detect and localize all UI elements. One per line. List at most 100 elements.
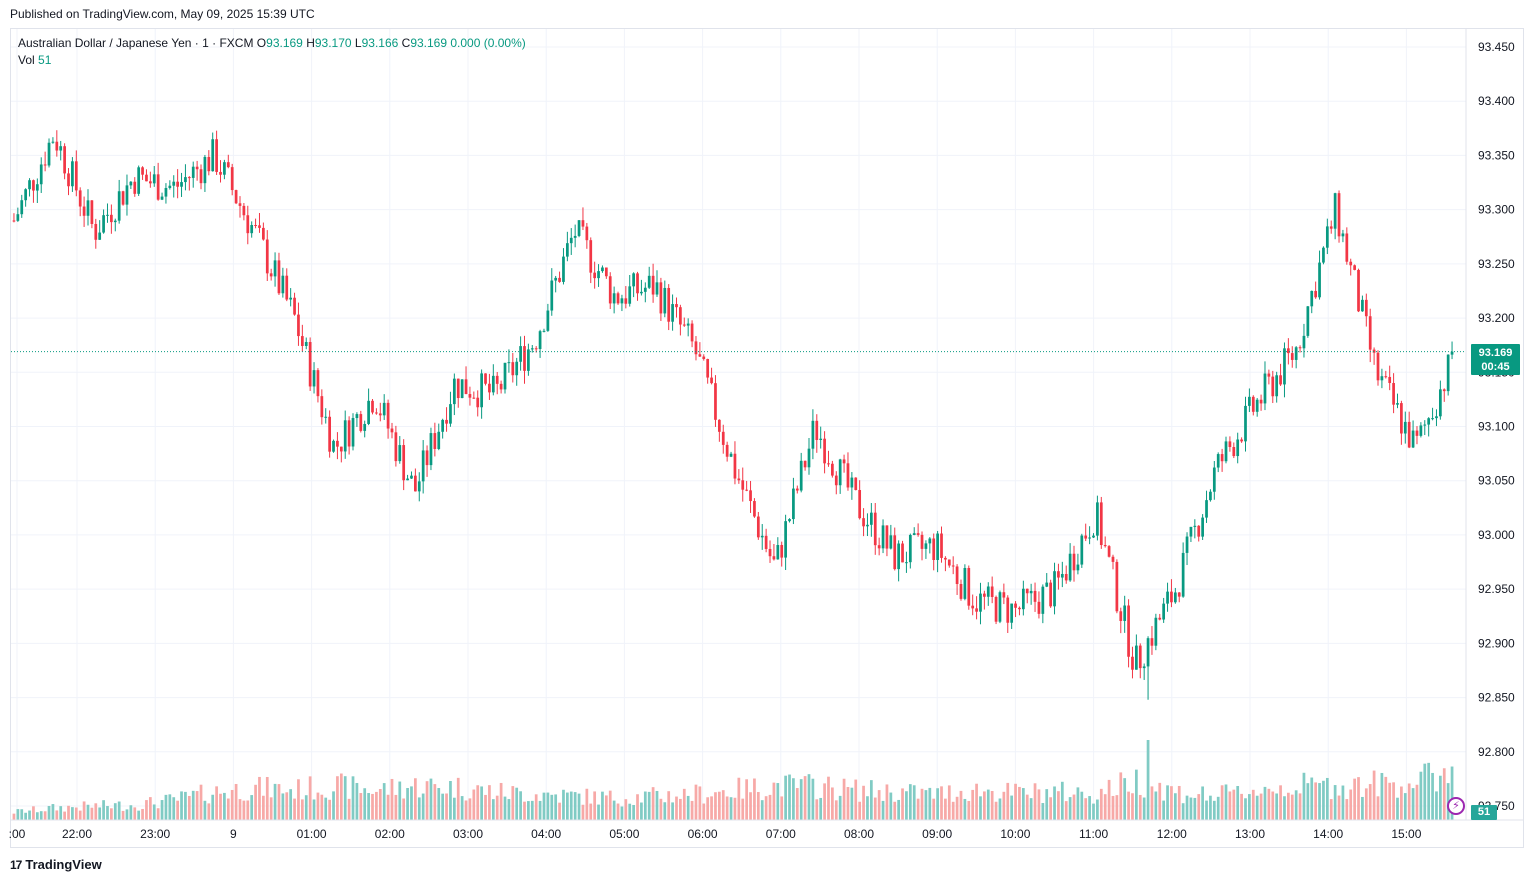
candle-body (164, 188, 168, 197)
volume-bar (998, 798, 1002, 820)
price-tick-label: 93.450 (1478, 40, 1515, 54)
volume-bar (741, 798, 745, 820)
volume-bar (729, 797, 733, 820)
volume-bar (250, 795, 254, 820)
candle-body (1064, 573, 1068, 581)
volume-bar (912, 785, 916, 820)
candle-body (1068, 553, 1072, 581)
volume-bar (881, 800, 885, 820)
candle-body (667, 287, 671, 322)
volume-bar (16, 809, 20, 820)
time-tick-label: 11:00 (1079, 827, 1108, 841)
volume-bar (269, 797, 273, 820)
lightning-icon[interactable]: ⚡ (1447, 797, 1465, 815)
volume-bar (589, 803, 593, 820)
candle-body (959, 584, 963, 599)
volume-bar (655, 790, 659, 820)
volume-bar (827, 776, 830, 820)
candle-body (293, 297, 296, 315)
volume-bar (137, 810, 141, 820)
candle-body (784, 521, 787, 558)
volume-bar (289, 789, 293, 820)
volume-bar (226, 798, 230, 820)
candle-body (148, 181, 152, 184)
volume-bar (300, 799, 304, 820)
volume-bar (920, 788, 924, 820)
candle-body (1111, 556, 1115, 562)
volume-bar (1060, 781, 1064, 820)
price-tick-label: 93.250 (1478, 257, 1515, 271)
volume-bar (753, 778, 756, 820)
candle-body (367, 400, 370, 424)
volume-bar (1084, 798, 1088, 820)
volume-bar (258, 776, 261, 820)
candle-body (612, 293, 616, 304)
candle-body (1329, 226, 1333, 229)
volume-bar (491, 799, 495, 820)
candle-body (866, 524, 869, 527)
volume-bar (102, 800, 105, 820)
volume-bars (12, 740, 1454, 820)
candle-body (1138, 645, 1142, 669)
candle-body (1345, 233, 1349, 262)
volume-bar (640, 802, 643, 820)
candle-body (1045, 582, 1049, 587)
candle-body (121, 191, 125, 205)
volume-bar (1181, 803, 1185, 820)
candle-body (601, 267, 604, 272)
candle-body (328, 416, 331, 452)
volume-bar (476, 785, 480, 820)
volume-bar (710, 796, 713, 820)
candle-body (1259, 399, 1263, 404)
candle-body (869, 512, 873, 525)
candle-body (585, 226, 589, 241)
candle-body (682, 324, 686, 326)
volume-bar (1380, 772, 1384, 820)
volume-bar (908, 784, 912, 820)
candle-body (1037, 601, 1041, 614)
volume-bar (1170, 786, 1173, 820)
candle-body (1018, 607, 1021, 610)
candle-body (655, 282, 659, 295)
candle-body (456, 378, 460, 399)
candle-body (258, 225, 261, 228)
volume-bar (963, 798, 967, 820)
volume-bar (180, 791, 183, 820)
candle-body (133, 181, 137, 194)
volume-bar (223, 792, 226, 820)
volume-bar (1271, 791, 1275, 820)
volume-bar (406, 788, 409, 820)
last-price-value: 93.169 (1478, 347, 1513, 359)
volume-bar (172, 797, 176, 820)
chart-frame[interactable] (10, 28, 1524, 848)
candle-body (1446, 354, 1450, 392)
volume-bar (1138, 794, 1142, 820)
candle-body (1127, 605, 1130, 657)
candle-body (82, 206, 86, 216)
time-tick-label: 06:00 (688, 827, 718, 841)
time-tick-label: 03:00 (453, 827, 483, 841)
volume-bar (32, 806, 35, 820)
candle-body (1162, 603, 1166, 620)
tradingview-brand[interactable]: 17 TradingView (10, 857, 102, 872)
candle-body (1119, 611, 1123, 621)
volume-bar (940, 786, 943, 820)
volume-bar (811, 778, 815, 820)
volume-bar (1010, 795, 1014, 820)
candle-body (234, 190, 238, 204)
volume-bar (784, 775, 787, 820)
candle-body (1290, 353, 1294, 360)
volume-bar (336, 776, 339, 820)
volume-bar (869, 780, 873, 820)
candle-body (1010, 603, 1014, 623)
candle-body (1384, 376, 1388, 378)
volume-bar (994, 801, 998, 820)
candle-body (1248, 396, 1251, 406)
volume-bar (694, 784, 698, 820)
volume-bar (608, 790, 612, 820)
candle-body (1419, 425, 1423, 436)
volume-bar (1411, 788, 1415, 820)
volume-bar (382, 783, 386, 820)
volume-bar (129, 805, 133, 820)
